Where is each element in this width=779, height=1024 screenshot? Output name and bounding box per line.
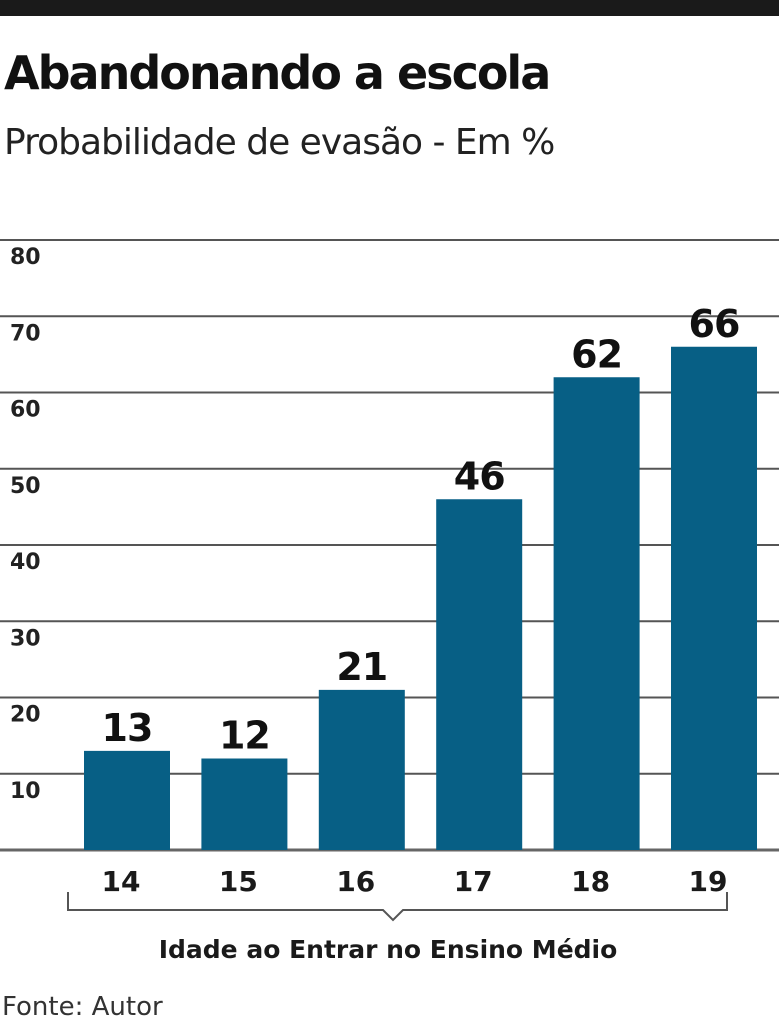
- bar: [201, 758, 288, 850]
- data-label: 21: [336, 645, 387, 689]
- x-tick-label: 15: [219, 865, 258, 898]
- x-tick-label: 17: [454, 865, 493, 898]
- x-tick-label: 18: [571, 865, 610, 898]
- bar: [436, 499, 523, 850]
- x-axis-label: Idade ao Entrar no Ensino Médio: [159, 935, 618, 964]
- top-rule: [0, 0, 779, 16]
- y-tick-label: 80: [10, 245, 41, 270]
- data-label: 66: [689, 302, 740, 346]
- source-note: Fonte: Autor: [2, 992, 163, 1022]
- x-tick-label: 19: [689, 865, 728, 898]
- y-tick-label: 20: [10, 703, 41, 728]
- y-tick-label: 40: [10, 550, 41, 575]
- data-label: 46: [454, 454, 505, 498]
- data-label: 62: [571, 332, 622, 376]
- data-label: 13: [102, 706, 153, 750]
- bar: [318, 689, 405, 850]
- x-axis-bracket: [67, 892, 728, 922]
- x-tick-label: 16: [336, 865, 375, 898]
- y-tick-label: 50: [10, 474, 41, 499]
- y-tick-label: 60: [10, 398, 41, 423]
- x-tick-label: 14: [102, 865, 141, 898]
- chart-title: Abandonando a escola: [4, 46, 551, 100]
- y-tick-label: 30: [10, 626, 41, 651]
- y-tick-label: 70: [10, 321, 41, 346]
- bar: [671, 346, 757, 850]
- bar: [553, 377, 640, 850]
- data-label: 12: [219, 714, 270, 758]
- bar: [84, 750, 170, 850]
- chart-subtitle: Probabilidade de evasão - Em %: [4, 122, 555, 163]
- y-tick-label: 10: [10, 779, 41, 804]
